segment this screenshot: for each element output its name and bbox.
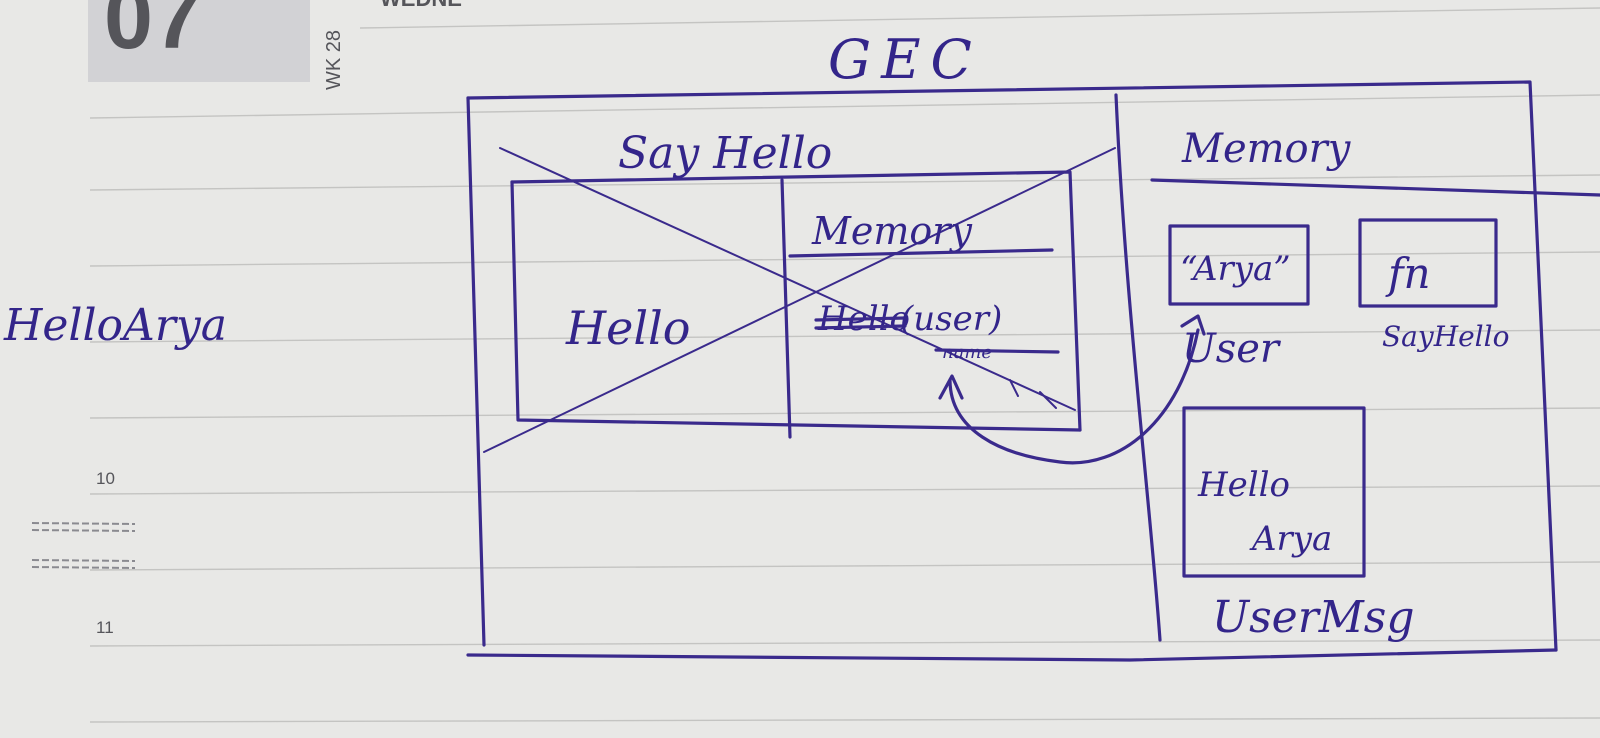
sayhello-value-box: [1358, 218, 1498, 308]
date-tab: [88, 0, 310, 82]
hour-11-label: 11: [96, 618, 114, 637]
planner-header: 07 WK 28 WEDNE 10 11: [31, 0, 462, 637]
arrow-head: [938, 374, 964, 400]
inner-memory-struck-param: name: [942, 342, 992, 363]
divider-dash: [31, 566, 136, 569]
divider-dash: [31, 559, 136, 562]
usermsg-line-1: Hello: [1197, 465, 1290, 505]
gec-memory-heading: Memory: [1181, 126, 1352, 172]
user-reference-arrow: [948, 328, 1200, 465]
gec-box: [466, 80, 1558, 662]
say-hello-local: Hello: [565, 301, 690, 355]
week-label: WK 28: [323, 30, 345, 90]
cross-out-stroke: [499, 147, 1076, 411]
cross-out-stroke: [483, 147, 1116, 453]
usermsg-label: UserMsg: [1212, 592, 1415, 643]
usermsg-value-box: [1182, 406, 1366, 578]
gec-divider: [1114, 93, 1162, 642]
arrow-hint-marks: [1009, 379, 1057, 409]
gec-title: GEC: [828, 28, 982, 91]
sayhello-label: SayHello: [1382, 320, 1509, 353]
say-hello-divider: [780, 178, 792, 439]
weekday-label: WEDNE: [380, 0, 462, 11]
user-value: “Arya”: [1180, 249, 1291, 289]
hour-10-label: 10: [96, 469, 115, 488]
inner-memory-underline: [788, 248, 1054, 258]
strike-marks: [814, 316, 907, 330]
user-label: User: [1182, 326, 1282, 372]
divider-dash: [31, 522, 136, 525]
usermsg-line-2: Arya: [1249, 519, 1332, 559]
say-hello-box: [483, 147, 1116, 453]
gec-memory-underline: [1150, 178, 1600, 197]
inner-memory-param: (user): [900, 299, 1002, 339]
arrow-head: [1180, 314, 1206, 336]
inner-memory-heading: Memory: [811, 209, 972, 253]
strike-marks: [934, 348, 1060, 354]
say-hello-heading: Say Hello: [618, 128, 832, 179]
sayhello-value: fn: [1385, 249, 1431, 298]
divider-dash: [31, 529, 136, 532]
ruled-lines: [89, 7, 1600, 723]
date-number: 07: [104, 0, 202, 67]
console-output: HelloArya: [3, 300, 227, 351]
user-value-box: [1168, 224, 1310, 306]
